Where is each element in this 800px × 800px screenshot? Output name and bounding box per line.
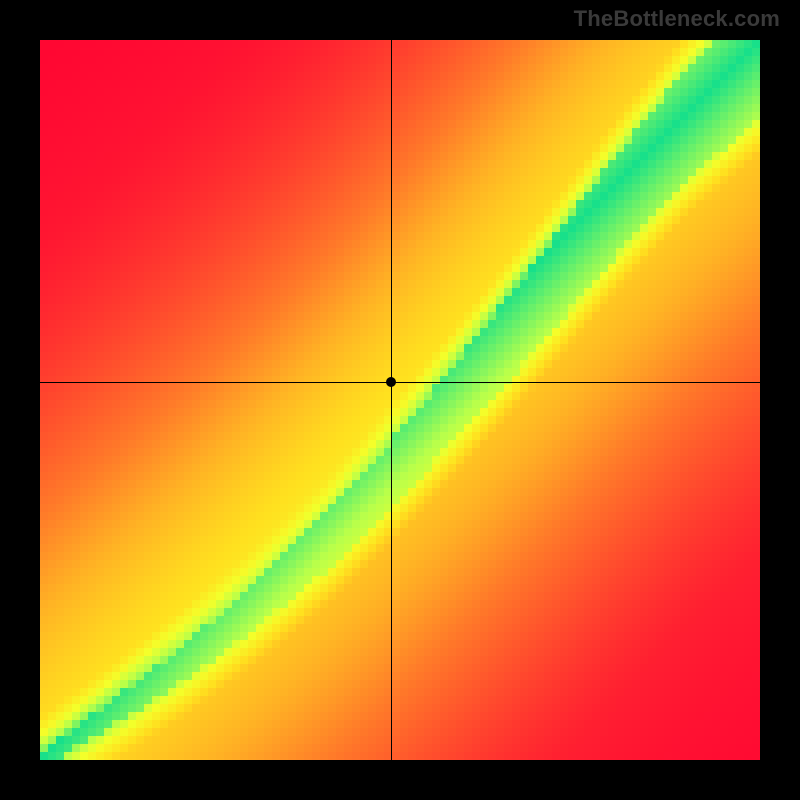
crosshair-vertical: [391, 40, 392, 760]
plot-area: [40, 40, 760, 760]
watermark-text: TheBottleneck.com: [574, 6, 780, 32]
crosshair-horizontal: [40, 382, 760, 383]
chart-container: TheBottleneck.com: [0, 0, 800, 800]
bottleneck-heatmap: [40, 40, 760, 760]
